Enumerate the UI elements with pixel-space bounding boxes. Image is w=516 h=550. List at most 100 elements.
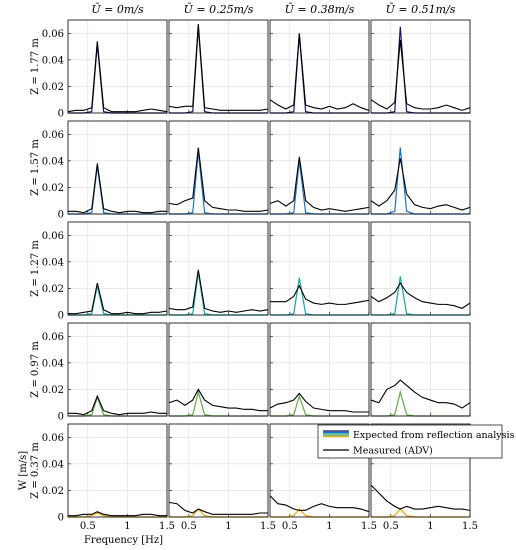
legend-label-expected: Expected from reflection analysis <box>353 430 515 441</box>
panel-grid: 00.020.040.0600.020.040.0600.020.040.060… <box>42 19 478 532</box>
y-tick-label: 0.02 <box>42 82 64 93</box>
measured-line <box>68 282 168 315</box>
measured-line <box>370 379 471 409</box>
panel-r1-c3 <box>370 120 471 215</box>
panel-frame <box>370 322 471 417</box>
expected-line <box>270 277 369 316</box>
panel-frame <box>67 120 168 215</box>
x-tick-label: 1 <box>326 521 332 532</box>
measured-line <box>269 392 369 413</box>
panel-r0-c3 <box>370 19 471 114</box>
panel-frame <box>168 221 269 316</box>
panel-frame <box>67 423 168 518</box>
measured-line <box>68 511 167 517</box>
expected-line <box>270 394 369 417</box>
y-tick-label: 0.06 <box>42 130 64 141</box>
expected-line <box>371 508 470 518</box>
y-tick-label: 0.02 <box>42 385 64 396</box>
panel-frame <box>269 221 370 316</box>
measured-line <box>370 484 471 511</box>
y-tick-label: 0.04 <box>42 156 64 167</box>
panel-r3-c1 <box>168 322 269 417</box>
panel-frame <box>67 221 168 316</box>
expected-line <box>371 26 470 114</box>
x-tick-label: 1 <box>225 521 231 532</box>
measured-line <box>269 156 370 212</box>
panel-frame <box>269 423 370 518</box>
row-labels: Z = 1.77 m Z = 1.57 m Z = 1.27 m Z = 0.97 m… <box>18 38 41 499</box>
legend-label-measured: Measured (ADV) <box>353 446 433 457</box>
expected-line <box>371 147 470 215</box>
row-label-2: Z = 1.27 m <box>30 240 41 297</box>
panel-frame <box>168 423 269 518</box>
measured-line <box>68 394 167 416</box>
y-tick-label: 0.06 <box>42 29 64 40</box>
y-tick-label: 0.02 <box>42 486 64 497</box>
panel-r0-c0: 0 0.02 0.04 0.06 <box>42 19 168 120</box>
y-tick-label: 0.02 <box>42 284 64 295</box>
y-tick-label: 0.04 <box>42 55 64 66</box>
measured-line <box>269 33 370 111</box>
x-tick-label: 1.5 <box>361 521 377 532</box>
panel-r3-c2 <box>269 322 370 417</box>
measured-line <box>68 163 167 214</box>
x-tick-label: 0.5 <box>80 521 96 532</box>
y-tick-label: 0 <box>58 210 64 221</box>
y-tick-label: 0.02 <box>42 183 64 194</box>
panel-r2-c2 <box>269 221 370 316</box>
row-label-1: Z = 1.57 m <box>30 139 41 196</box>
y-axis-label: W [m/s] <box>18 451 29 490</box>
panel-frame <box>370 120 471 215</box>
y-tick-label: 0 <box>58 311 64 322</box>
column-title-0: Ū = 0m/s <box>91 3 144 16</box>
measured-line <box>67 41 168 113</box>
panel-frame <box>269 322 370 417</box>
x-tick-label: 1.5 <box>260 521 276 532</box>
expected-line <box>169 26 268 114</box>
x-tick-label: 0.5 <box>383 521 399 532</box>
y-tick-label: 0.04 <box>42 257 64 268</box>
panel-r2-c3 <box>370 221 471 316</box>
panel-frame <box>370 423 471 518</box>
expected-line <box>68 166 167 215</box>
y-tick-label: 0.04 <box>42 459 64 470</box>
x-tick-label: 1 <box>124 521 130 532</box>
row-label-0: Z = 1.77 m <box>30 38 41 95</box>
row-label-4: Z = 0.37 m <box>30 442 41 499</box>
panel-frame <box>168 19 269 114</box>
y-tick-label: 0 <box>58 513 64 524</box>
panel-frame <box>269 120 370 215</box>
column-title-1: Ū = 0.25m/s <box>184 3 254 16</box>
expected-line <box>68 395 167 417</box>
y-tick-label: 0.06 <box>42 231 64 242</box>
measured-line <box>370 39 471 111</box>
measured-line <box>370 158 471 211</box>
x-tick-label: 1 <box>427 521 433 532</box>
panel-r3-c0: 0 0.02 0.04 0.06 <box>42 322 168 423</box>
panel-r4-c2: 0.5 1 1.5 <box>269 423 377 532</box>
panel-frame <box>370 221 471 316</box>
y-tick-label: 0.04 <box>42 358 64 369</box>
panel-r1-c2 <box>269 120 370 215</box>
expected-line <box>270 508 369 518</box>
measured-line <box>168 23 269 111</box>
row-label-3: Z = 0.97 m <box>30 341 41 398</box>
x-tick-label: 0.5 <box>282 521 298 532</box>
legend: Expected from reflection analysis Measure… <box>317 424 515 459</box>
panel-frame <box>269 19 370 114</box>
column-title-2: Ū = 0.38m/s <box>285 3 355 16</box>
panel-r1-c1 <box>168 120 269 215</box>
expected-line <box>68 285 167 316</box>
panel-r4-c1: 0.5 1 1.5 <box>168 423 276 532</box>
panel-r1-c0: 0 0.02 0.04 0.06 <box>42 120 168 221</box>
y-tick-label: 0.06 <box>42 332 64 343</box>
expected-line <box>68 43 167 114</box>
measured-line <box>370 282 471 309</box>
panel-r2-c0: 0 0.02 0.04 0.06 <box>42 221 168 322</box>
measured-line <box>168 388 268 412</box>
panel-frame <box>67 19 168 114</box>
panel-r0-c2 <box>269 19 370 114</box>
column-titles: Ū = 0m/s Ū = 0.25m/s Ū = 0.38m/s Ū = 0.51m/… <box>91 3 455 16</box>
expected-line <box>169 272 268 316</box>
